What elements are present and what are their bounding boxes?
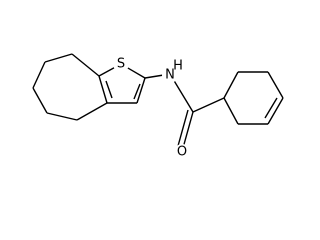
molecule: S N H O <box>32 53 284 160</box>
bond <box>267 71 284 99</box>
label-mask <box>174 144 190 160</box>
atom-label: O <box>177 145 187 160</box>
bond <box>267 97 284 125</box>
bond <box>105 80 113 99</box>
atom-label: N <box>165 68 175 83</box>
bond <box>44 53 73 63</box>
atom-labels: S N H O <box>113 56 190 160</box>
bond <box>264 97 278 119</box>
bond <box>98 75 108 104</box>
bond <box>182 111 194 149</box>
bond <box>223 97 239 125</box>
bond <box>71 53 100 77</box>
atom-label: H <box>173 59 183 74</box>
bonds <box>32 53 284 149</box>
bond <box>32 61 46 89</box>
bond <box>223 71 239 99</box>
label-mask <box>162 67 178 83</box>
bond <box>32 87 48 114</box>
atom-label: S <box>117 57 125 72</box>
bond <box>192 97 225 113</box>
bond <box>136 77 146 104</box>
bond <box>46 112 78 121</box>
bond <box>76 102 108 121</box>
bond <box>133 83 141 100</box>
bond <box>177 109 189 147</box>
label-mask <box>113 56 129 72</box>
